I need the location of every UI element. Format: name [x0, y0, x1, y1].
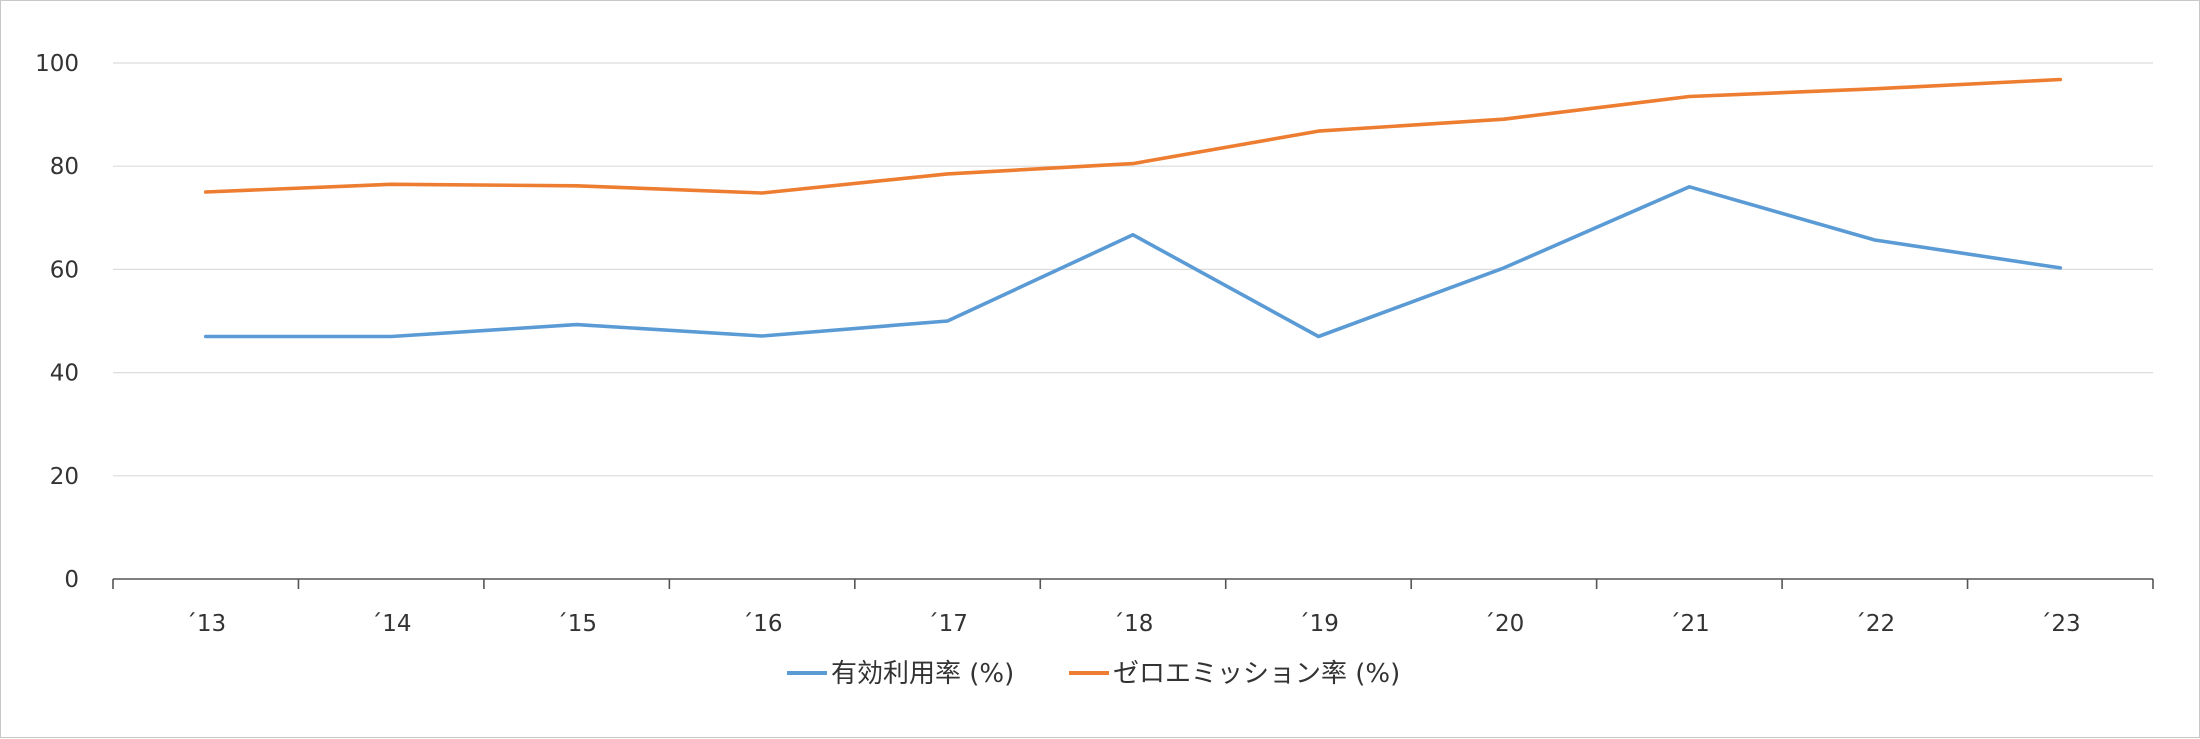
y-tick-label: 80	[50, 154, 79, 180]
x-tick-label: ´14	[371, 611, 412, 637]
x-tick-label: ´13	[185, 611, 226, 637]
legend: 有効利用率 (%) ゼロエミッション率 (%)	[787, 659, 1400, 689]
gridlines	[113, 62, 2153, 477]
x-tick-label: ´16	[742, 611, 783, 637]
x-tick-label: ´23	[2040, 611, 2081, 637]
x-tick-label: ´22	[1854, 611, 1895, 637]
axes: 0 20 40 60 80 100 ´13 ´14 ´15 ´16 ´17 ´18 ´19 ´20 ´21 ´…	[35, 51, 2154, 637]
x-tick-label: ´17	[927, 611, 968, 637]
x-tick-label: ´20	[1484, 611, 1525, 637]
x-tick-label: ´15	[556, 611, 597, 637]
series-line-1	[203, 185, 2063, 339]
y-tick-label: 60	[50, 257, 79, 283]
y-tick-label: 40	[50, 361, 79, 387]
y-tick-label: 0	[64, 567, 79, 593]
x-tick-label: ´18	[1113, 611, 1154, 637]
legend-label-1: 有効利用率 (%)	[831, 659, 1014, 689]
series-line-2	[203, 77, 2063, 195]
legend-label-2: ゼロエミッション率 (%)	[1113, 659, 1400, 689]
x-tick-label: ´19	[1298, 611, 1339, 637]
y-tick-label: 20	[50, 464, 79, 490]
x-tick-label: ´21	[1669, 611, 1710, 637]
series-lines	[203, 77, 2063, 339]
y-tick-label: 100	[35, 51, 79, 77]
